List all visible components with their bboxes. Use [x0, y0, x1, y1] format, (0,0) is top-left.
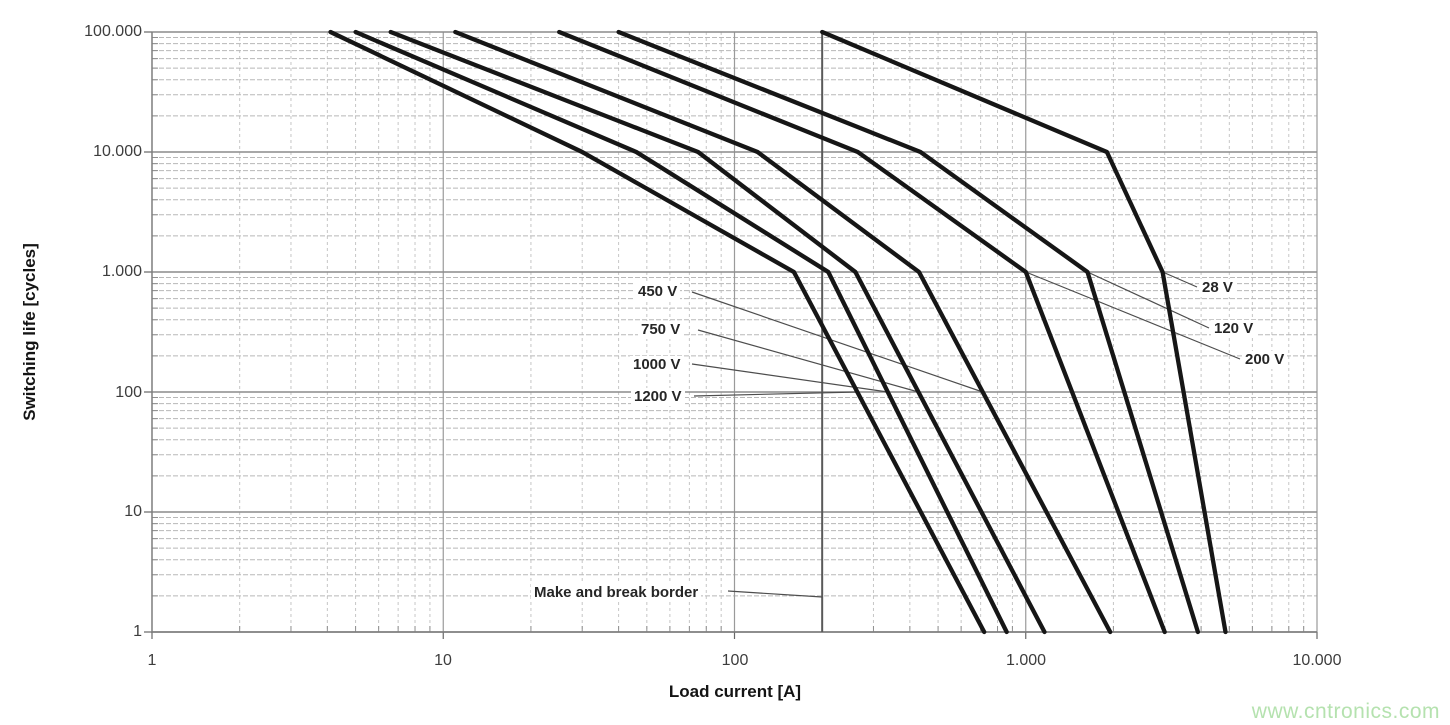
x-tick-10000: 10.000: [1292, 652, 1342, 669]
y-tick-10: 10: [124, 503, 142, 520]
make-break-border-label: Make and break border: [531, 584, 702, 602]
x-tick-10: 10: [434, 652, 452, 669]
label-28v: 28 V: [1199, 279, 1236, 297]
axis-lines: [151, 32, 1317, 633]
leader-make-break-border: [727, 590, 823, 598]
curve-1200v: [328, 29, 987, 635]
curve-120v: [616, 29, 1201, 635]
leader-200v: [1025, 271, 1241, 360]
y-tick-1000: 1.000: [101, 263, 142, 280]
x-tick-1000: 1.000: [1005, 652, 1047, 669]
curve-200v: [557, 29, 1167, 635]
y-tick-100000: 100.000: [84, 23, 142, 40]
curve-750v: [388, 29, 1047, 635]
watermark: www.cntronics.com: [1251, 700, 1440, 723]
curves: [328, 29, 1228, 635]
x-tick-1: 1: [147, 652, 157, 669]
label-450v: 450 V: [635, 283, 681, 301]
y-tick-100: 100: [115, 384, 142, 401]
label-1000v: 1000 V: [630, 356, 684, 374]
curve-450v: [453, 29, 1113, 635]
y-tick-10000: 10.000: [93, 143, 142, 160]
grid-major: [151, 31, 1318, 633]
label-120v: 120 V: [1211, 320, 1257, 338]
leader-28v: [1162, 271, 1198, 288]
leader-450v: [691, 291, 983, 393]
label-200v: 200 V: [1242, 351, 1288, 369]
y-axis-title-text: Switching life [cycles]: [20, 243, 39, 421]
axis-ticks: [144, 31, 1318, 639]
curve-28v: [820, 29, 1228, 635]
y-tick-1: 1: [133, 623, 142, 640]
leader-120v: [1087, 271, 1210, 329]
label-1200v: 1200 V: [631, 388, 685, 406]
x-tick-100: 100: [721, 652, 749, 669]
x-axis-title: Load current [A]: [668, 682, 802, 701]
curve-1000v: [353, 29, 1009, 635]
leader-1200v: [693, 391, 858, 397]
label-750v: 750 V: [638, 321, 684, 339]
